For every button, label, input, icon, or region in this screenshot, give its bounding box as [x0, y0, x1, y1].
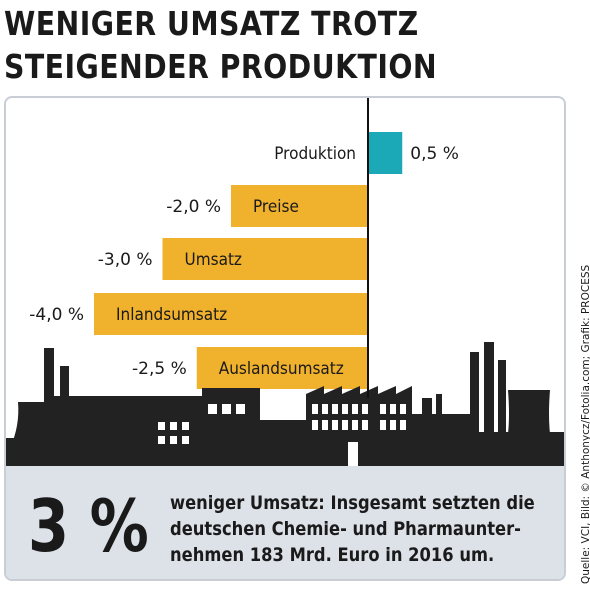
chart-panel: Produktion 0,5 % Preise -2,0 % Umsatz -3,0 % I… [4, 96, 566, 581]
chart-title: WENIGER UMSATZ TROTZ STEIGENDER PRODUKTI… [4, 2, 437, 88]
summary-line-1: weniger Umsatz: Insgesamt setzten die [170, 492, 535, 514]
bars-layer [94, 132, 403, 389]
source-credit: Quelle: VCI, Bild: © Anthonycz/Fotolia.c… [580, 264, 590, 584]
big-stat: 3 % [28, 484, 149, 568]
category-label: Umsatz [185, 250, 242, 270]
bar-chart: Produktion 0,5 % Preise -2,0 % Umsatz -3,0 % I… [6, 98, 564, 466]
skyline-windows [158, 404, 406, 466]
bar-preise [231, 185, 368, 227]
title-line-2: STEIGENDER PRODUKTION [4, 47, 438, 86]
value-label: 0,5 % [410, 144, 459, 164]
title-line-1: WENIGER UMSATZ TROTZ [4, 4, 419, 43]
bar-umsatz [162, 238, 368, 280]
summary-line-2: deutschen Chemie- und Pharmaunter- [170, 518, 521, 540]
value-label: -2,5 % [132, 359, 187, 379]
category-label: Inlandsumsatz [116, 305, 227, 325]
bar-auslandsumsatz [196, 347, 368, 389]
value-label: -2,0 % [166, 197, 221, 217]
summary-line-3: nehmen 183 Mrd. Euro in 2016 um. [170, 544, 495, 566]
summary-text: weniger Umsatz: Insgesamt setzten die de… [170, 490, 535, 568]
value-label: -4,0 % [29, 305, 84, 325]
category-label: Preise [253, 197, 299, 217]
summary-band [6, 466, 564, 579]
category-label: Auslandsumsatz [219, 359, 344, 379]
bar-produktion [368, 132, 403, 174]
value-label: -3,0 % [98, 250, 153, 270]
bar-inlandsumsatz [94, 293, 368, 335]
category-label: Produktion [274, 144, 356, 164]
labels-layer: Produktion 0,5 % Preise -2,0 % Umsatz -3,0 % I… [29, 144, 459, 379]
